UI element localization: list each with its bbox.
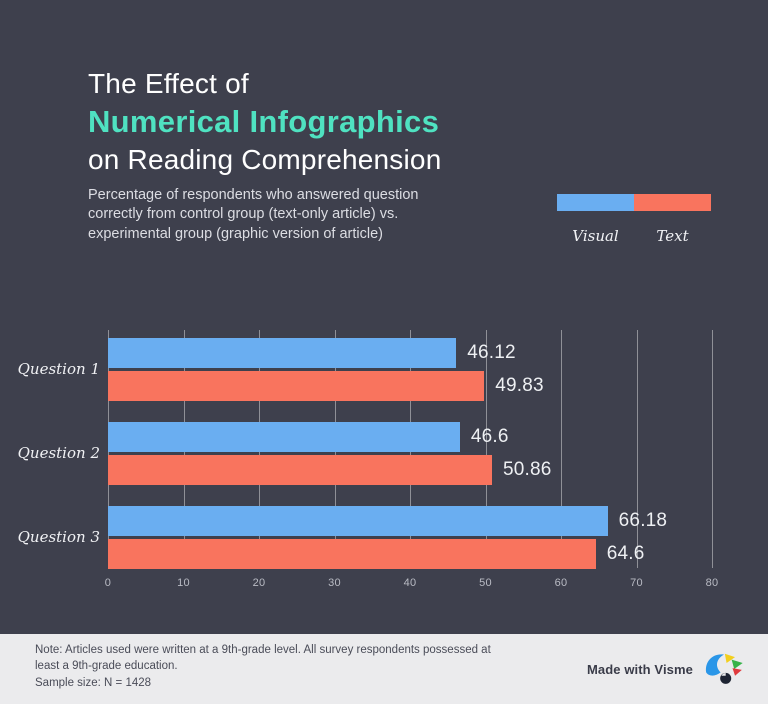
title-line-1: The Effect of xyxy=(88,68,249,99)
value-label-text-q1: 49.83 xyxy=(495,375,544,396)
x-tick-label-70: 70 xyxy=(630,577,643,589)
title-line-3: on Reading Comprehension xyxy=(88,143,442,175)
x-tick-label-40: 40 xyxy=(403,577,417,589)
category-label-q2: Question 2 xyxy=(17,444,100,462)
value-label-visual-q2: 46.6 xyxy=(470,426,509,447)
footnote: Note: Articles used were written at a 9t… xyxy=(35,644,491,689)
x-tick-label-30: 30 xyxy=(328,577,341,589)
category-label-q1: Question 1 xyxy=(17,360,100,378)
footer-bar: Note: Articles used were written at a 9t… xyxy=(0,634,768,704)
bar-text-q1 xyxy=(108,371,485,401)
value-label-text-q2: 50.86 xyxy=(502,459,552,480)
legend-swatch-text xyxy=(634,194,711,211)
chart-subtitle: Percentage of respondents who answered q… xyxy=(88,187,419,242)
legend-swatch-visual xyxy=(557,194,634,211)
legend-label-text: Text xyxy=(656,227,689,245)
bar-visual-q3 xyxy=(108,506,608,536)
bar-chart: 46.12 49.83 46.6 50.86 66.18 64.6 0 10 20 30 40 50… xyxy=(0,330,768,600)
gridline-80 xyxy=(712,330,713,568)
x-tick-label-10: 10 xyxy=(177,577,190,589)
x-tick-label-80: 80 xyxy=(705,577,719,589)
legend-label-visual: Visual xyxy=(572,227,619,245)
legend-labels: Visual Text xyxy=(557,227,711,245)
x-tick-label-0: 0 xyxy=(104,577,112,589)
bar-visual-q2 xyxy=(108,422,460,452)
page-title: The Effect of Numerical Infographics on … xyxy=(88,66,441,177)
bar-visual-q1 xyxy=(108,338,457,368)
chart-legend: Visual Text xyxy=(557,194,711,245)
gridline-50 xyxy=(485,330,487,568)
visme-logo-icon xyxy=(705,653,743,684)
gridline-60 xyxy=(561,330,562,568)
category-label-q3: Question 3 xyxy=(17,528,100,546)
x-tick-label-50: 50 xyxy=(479,577,492,589)
title-line-2: Numerical Infographics xyxy=(88,103,440,139)
bar-text-q2 xyxy=(108,455,492,485)
legend-color-bar xyxy=(557,194,711,211)
plot-area: 46.12 49.83 46.6 50.86 66.18 64.6 xyxy=(108,330,713,569)
credit-label: Made with Visme xyxy=(586,661,693,677)
x-tick-label-60: 60 xyxy=(554,577,568,589)
gridline-70 xyxy=(636,330,638,568)
bar-text-q3 xyxy=(108,539,596,569)
value-label-text-q3: 64.6 xyxy=(606,543,645,564)
x-tick-label-20: 20 xyxy=(252,577,266,589)
made-with-visme[interactable]: Made with Visme xyxy=(587,634,746,704)
value-label-visual-q3: 66.18 xyxy=(618,510,668,531)
value-label-visual-q1: 46.12 xyxy=(467,342,516,363)
